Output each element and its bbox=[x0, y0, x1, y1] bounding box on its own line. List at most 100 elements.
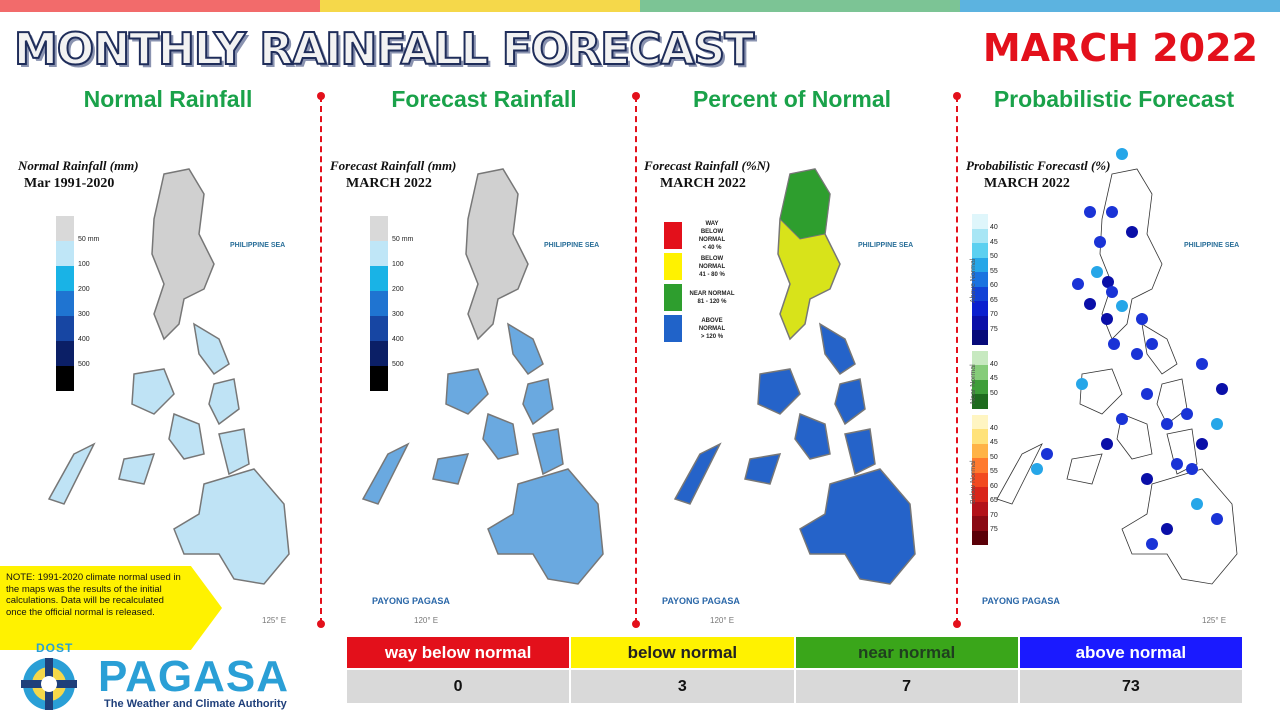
climate-normal-note: NOTE: 1991-2020 climate normal used in t… bbox=[0, 566, 222, 650]
station-dot bbox=[1146, 538, 1158, 550]
legend-swatch bbox=[664, 222, 682, 249]
station-dot bbox=[1191, 498, 1203, 510]
station-dot bbox=[1116, 148, 1128, 160]
legend-swatch bbox=[972, 487, 988, 502]
station-dot bbox=[1106, 206, 1118, 218]
station-dot bbox=[1084, 206, 1096, 218]
legend-row: BELOW NORMAL 41 - 80 % bbox=[664, 251, 736, 282]
sea-label: PHILIPPINE SEA bbox=[858, 242, 914, 249]
summary-category-count: 3 bbox=[570, 669, 795, 704]
summary-category-count: 73 bbox=[1018, 669, 1243, 704]
legend-swatch bbox=[56, 241, 74, 266]
top-color-strip bbox=[0, 0, 1280, 12]
island-shape bbox=[192, 322, 230, 376]
station-dots bbox=[1031, 148, 1228, 550]
legend-swatch bbox=[664, 253, 682, 280]
legend-swatch bbox=[56, 266, 74, 291]
map-label: Probabilistic Forecastl (%) bbox=[966, 158, 1111, 173]
map-forecast-rainfall: Forecast Rainfall (mm) MARCH 2022 50 mm 1… bbox=[328, 124, 628, 629]
legend-label: 100 bbox=[392, 261, 404, 268]
station-dot bbox=[1106, 286, 1118, 298]
island-shape bbox=[834, 378, 866, 426]
legend-row: WAY BELOW NORMAL < 40 % bbox=[664, 220, 736, 251]
island-shape bbox=[218, 428, 250, 476]
probability-legend: 40 45 50 55 60 65 70 75 Above Normal 40 45 50 Near N… bbox=[970, 214, 998, 545]
legend-swatch bbox=[56, 216, 74, 241]
legend-label: 400 bbox=[78, 336, 90, 343]
legend-swatch bbox=[370, 291, 388, 316]
legend-swatch bbox=[972, 429, 988, 444]
island-shape bbox=[1156, 378, 1188, 425]
island-shape bbox=[151, 168, 215, 341]
map-sublabel: MARCH 2022 bbox=[984, 176, 1070, 191]
legend-swatch bbox=[56, 366, 74, 391]
legend-label: 70 bbox=[990, 511, 998, 519]
station-dot bbox=[1108, 338, 1120, 350]
philippines-map bbox=[47, 168, 290, 585]
legend-label: 300 bbox=[392, 311, 404, 318]
legend-label: 45 bbox=[990, 439, 998, 446]
island-shape bbox=[432, 453, 470, 485]
legend-label: 100 bbox=[78, 261, 90, 268]
payong-pagasa-logo: PAYONG PAGASA bbox=[662, 596, 740, 606]
station-dot bbox=[1211, 418, 1223, 430]
legend-swatch bbox=[972, 350, 988, 365]
legend-label: 60 bbox=[990, 482, 998, 490]
legend-swatch bbox=[972, 379, 988, 394]
island-shape bbox=[996, 443, 1043, 505]
map-label: Forecast Rainfall (mm) bbox=[330, 158, 457, 173]
island-shape bbox=[482, 412, 519, 460]
legend-swatch bbox=[972, 365, 988, 380]
lon-label: 125° E bbox=[1202, 616, 1227, 625]
strip-segment bbox=[960, 0, 1280, 12]
station-dot bbox=[1031, 463, 1043, 475]
island-shape bbox=[1066, 453, 1103, 485]
island-shape bbox=[1079, 368, 1123, 415]
legend-swatch bbox=[972, 516, 988, 531]
legend-label: 65 bbox=[990, 296, 998, 304]
summary-category-count: 0 bbox=[346, 669, 571, 704]
legend-label: 75 bbox=[990, 526, 998, 533]
legend-swatch bbox=[972, 301, 988, 316]
station-dot bbox=[1196, 358, 1208, 370]
legend-row: ABOVE NORMAL > 120 % bbox=[664, 313, 736, 344]
strip-segment bbox=[0, 0, 320, 12]
station-dot bbox=[1136, 313, 1148, 325]
near-normal-region bbox=[779, 168, 831, 240]
legend-category-label: Below Normal bbox=[970, 460, 977, 504]
dost-label: DOST bbox=[36, 641, 74, 655]
island-shape bbox=[487, 468, 604, 585]
lon-label: 120° E bbox=[414, 616, 439, 625]
island-shape bbox=[818, 322, 856, 376]
philippines-map bbox=[361, 168, 604, 585]
philippines-map bbox=[673, 168, 916, 585]
agency-tagline: The Weather and Climate Authority bbox=[104, 698, 287, 710]
legend-swatch bbox=[370, 366, 388, 391]
station-dot bbox=[1186, 463, 1198, 475]
island-shape bbox=[844, 428, 876, 476]
legend-label: 65 bbox=[990, 497, 998, 504]
month-title: MARCH 2022 bbox=[982, 26, 1258, 70]
legend-swatch bbox=[972, 458, 988, 473]
legend-swatch bbox=[972, 330, 988, 345]
island-shape bbox=[47, 442, 96, 505]
legend-category-label: Near Normal bbox=[970, 363, 977, 404]
legend-label: ABOVE NORMAL > 120 % bbox=[698, 317, 726, 340]
legend-label: 50 bbox=[990, 453, 998, 461]
island-shape bbox=[799, 468, 916, 585]
legend-swatch bbox=[370, 241, 388, 266]
map-percent-of-normal: Forecast Rainfall (%N) MARCH 2022 WAY BE… bbox=[640, 124, 940, 629]
island-shape bbox=[757, 368, 801, 415]
legend-swatch bbox=[972, 286, 988, 301]
station-dot bbox=[1116, 300, 1128, 312]
legend-label: 50 bbox=[990, 389, 998, 397]
legend-label: 55 bbox=[990, 468, 998, 475]
island-shape bbox=[673, 442, 722, 505]
legend-label: 45 bbox=[990, 375, 998, 382]
island-shape bbox=[522, 378, 554, 426]
legend-swatch bbox=[56, 341, 74, 366]
legend-swatch bbox=[972, 257, 988, 272]
station-dot bbox=[1216, 383, 1228, 395]
page-title: MONTHLY RAINFALL FORECAST bbox=[13, 23, 755, 76]
legend-swatch bbox=[370, 341, 388, 366]
